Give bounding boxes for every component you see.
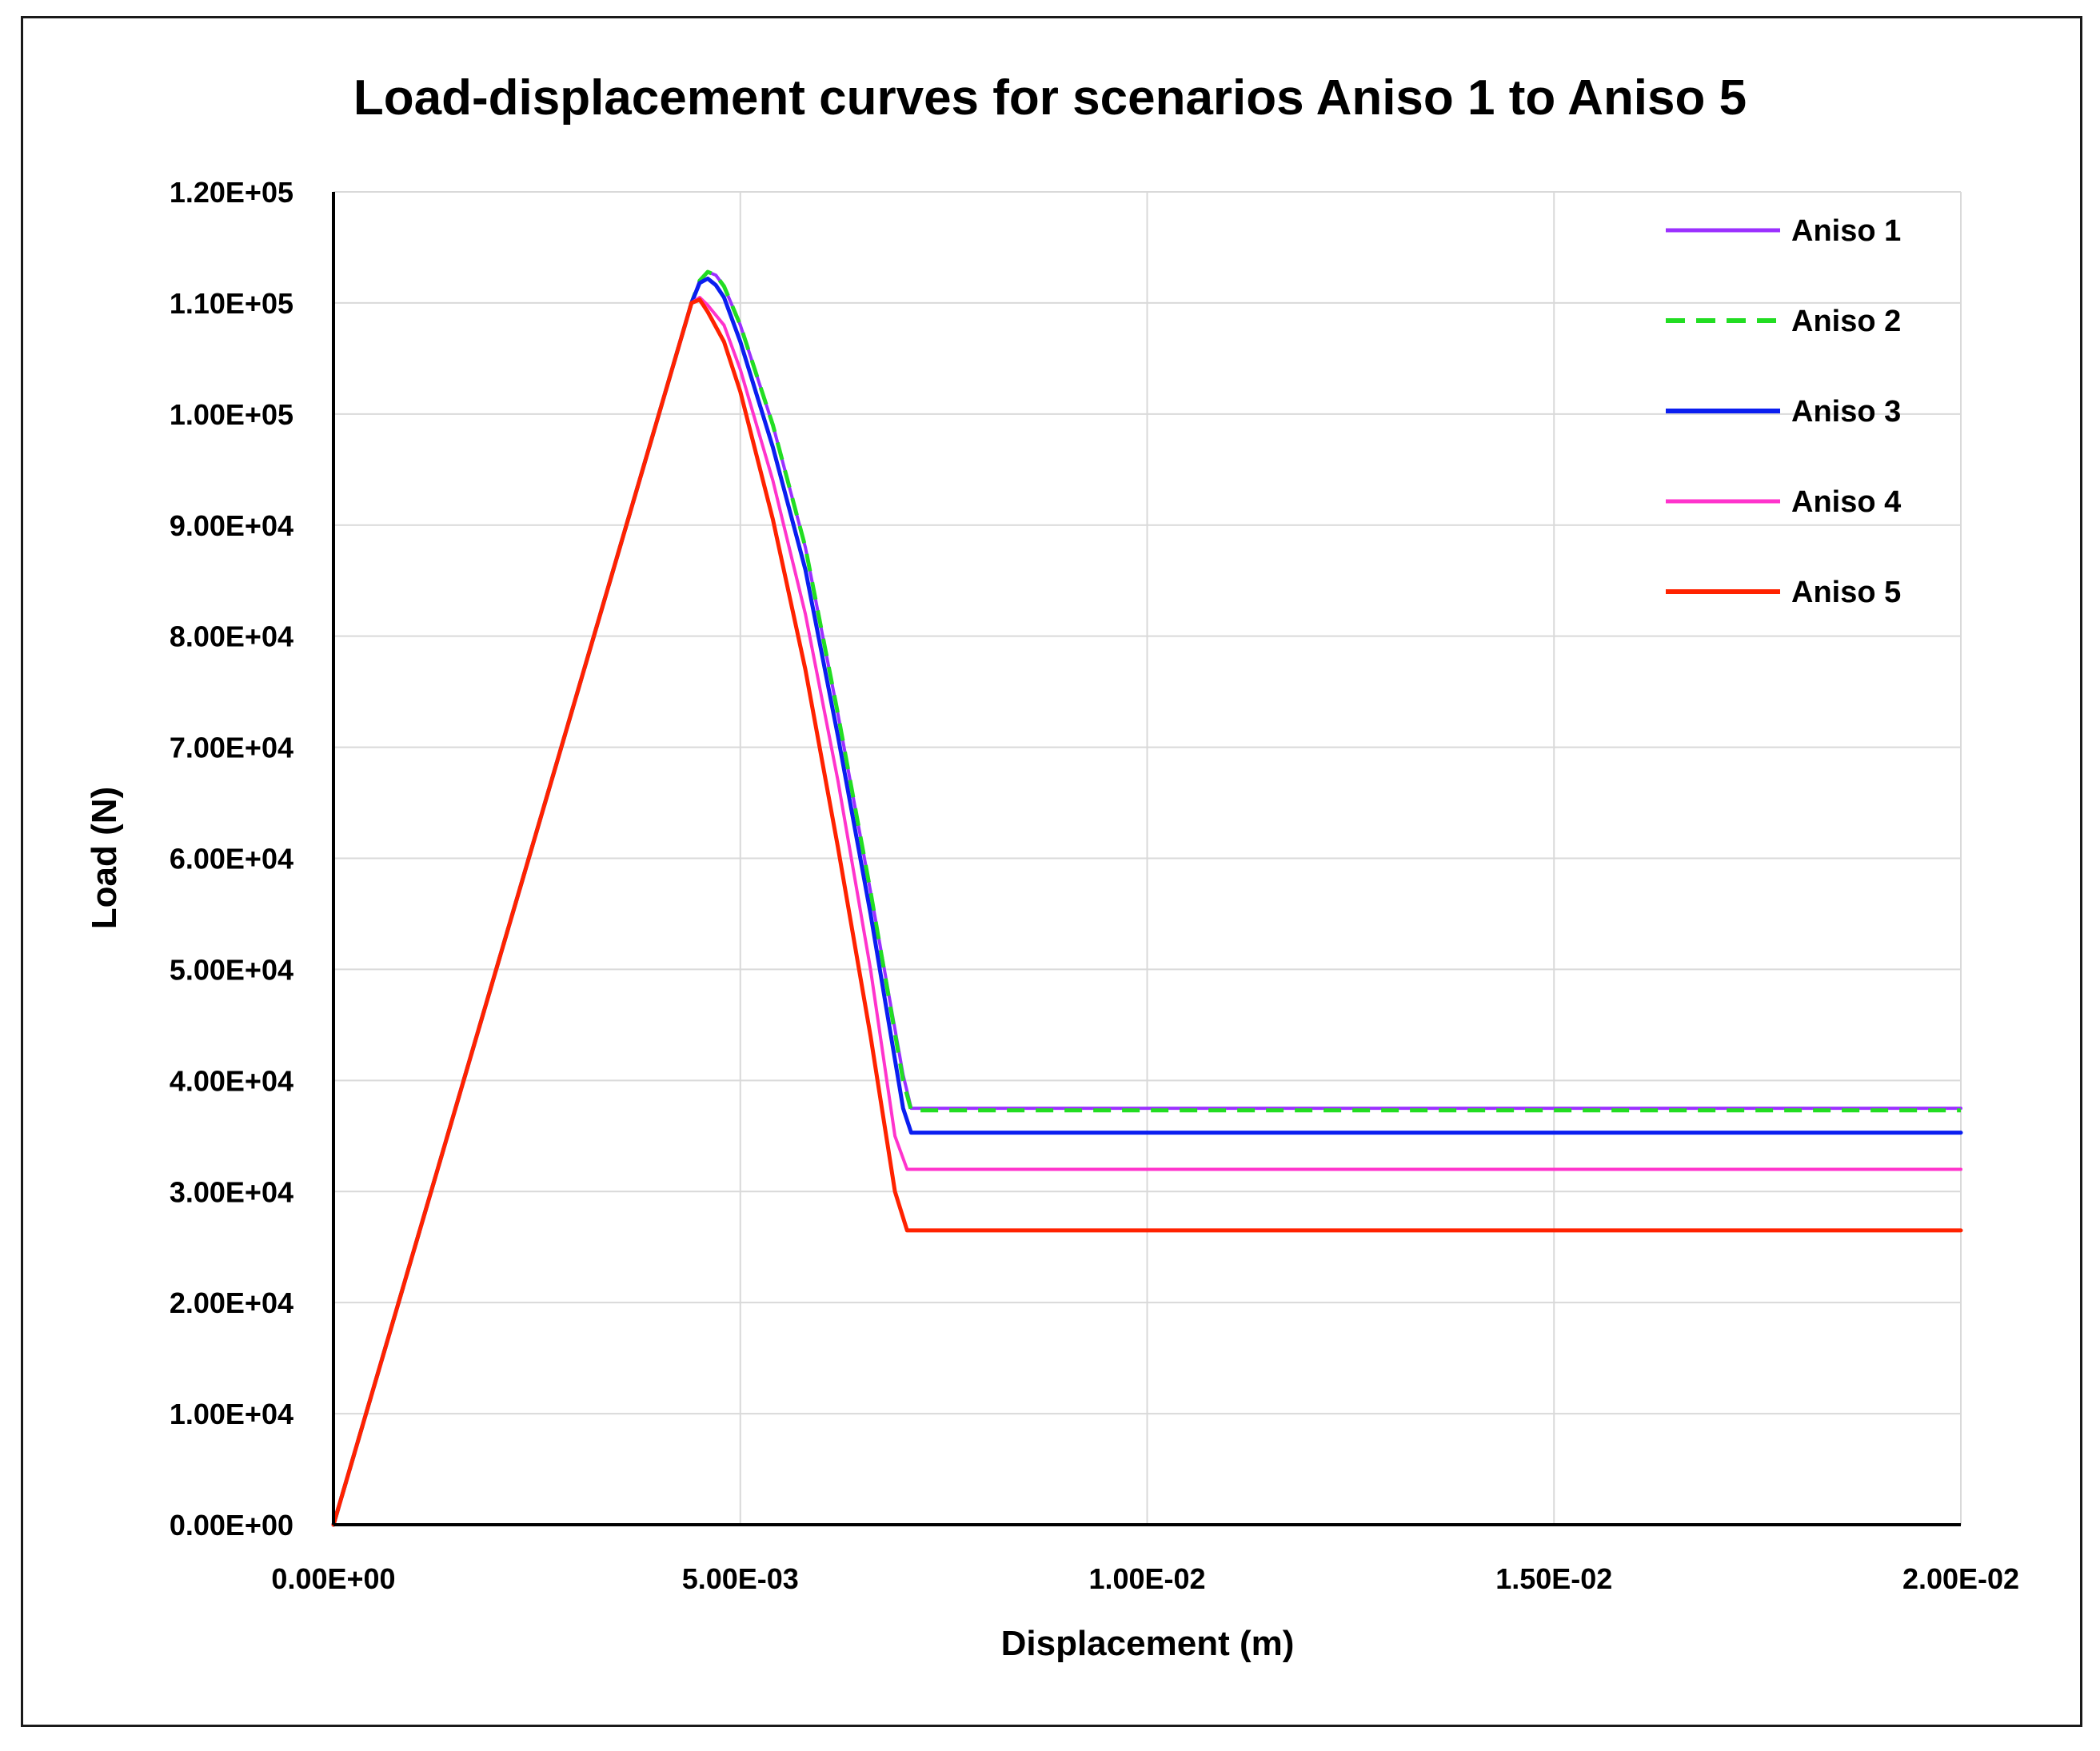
y-tick-label: 8.00E+04 bbox=[170, 620, 293, 653]
y-tick-label: 1.00E+04 bbox=[170, 1398, 293, 1430]
grid bbox=[333, 191, 1962, 1525]
y-tick-label: 5.00E+04 bbox=[170, 953, 293, 986]
legend-item: Aniso 1 bbox=[1666, 214, 1901, 248]
x-tick-label: 1.00E-02 bbox=[1088, 1562, 1205, 1595]
chart-frame bbox=[21, 16, 2082, 1727]
series-line-5 bbox=[331, 297, 1963, 1527]
legend-label: Aniso 1 bbox=[1791, 214, 1901, 248]
y-tick-label: 4.00E+04 bbox=[170, 1064, 293, 1097]
y-tick-label: 7.00E+04 bbox=[170, 732, 293, 764]
legend-label: Aniso 2 bbox=[1791, 305, 1901, 338]
y-tick-label: 1.10E+05 bbox=[170, 287, 293, 320]
legend-item: Aniso 5 bbox=[1666, 576, 1901, 609]
y-tick-label: 6.00E+04 bbox=[170, 843, 293, 876]
y-tick-label: 2.00E+04 bbox=[170, 1286, 293, 1319]
y-tick-label: 1.20E+05 bbox=[170, 176, 293, 209]
tick-labels: 0.00E+00 1.00E+04 2.00E+04 3.00E+04 4.00E+04… bbox=[170, 176, 2019, 1595]
legend-item: Aniso 4 bbox=[1666, 485, 1901, 519]
y-tick-label: 9.00E+04 bbox=[170, 509, 293, 542]
series-line-2 bbox=[331, 269, 1961, 1526]
legend-label: Aniso 4 bbox=[1791, 485, 1901, 519]
series-group bbox=[331, 269, 1963, 1527]
chart-title: Load-displacement curves for scenarios A… bbox=[353, 70, 1747, 126]
y-tick-label: 1.00E+05 bbox=[170, 398, 293, 431]
legend-label: Aniso 3 bbox=[1791, 395, 1901, 429]
x-tick-label: 5.00E-03 bbox=[682, 1562, 799, 1595]
y-axis-title: Load (N) bbox=[85, 787, 124, 929]
legend: Aniso 1 Aniso 2 Aniso 3 Aniso 4 Aniso 5 bbox=[1666, 214, 1901, 609]
series-line-3 bbox=[331, 276, 1963, 1527]
y-tick-label: 3.00E+04 bbox=[170, 1175, 293, 1208]
legend-label: Aniso 5 bbox=[1791, 576, 1901, 609]
y-tick-label: 0.00E+00 bbox=[170, 1509, 293, 1542]
axes bbox=[332, 192, 1961, 1526]
legend-item: Aniso 2 bbox=[1666, 305, 1901, 338]
x-tick-label: 0.00E+00 bbox=[271, 1562, 395, 1595]
legend-item: Aniso 3 bbox=[1666, 395, 1901, 429]
x-tick-label: 2.00E-02 bbox=[1902, 1562, 2019, 1595]
series-line-4 bbox=[332, 296, 1962, 1526]
x-axis-title: Displacement (m) bbox=[1001, 1624, 1295, 1663]
x-tick-label: 1.50E-02 bbox=[1495, 1562, 1612, 1595]
